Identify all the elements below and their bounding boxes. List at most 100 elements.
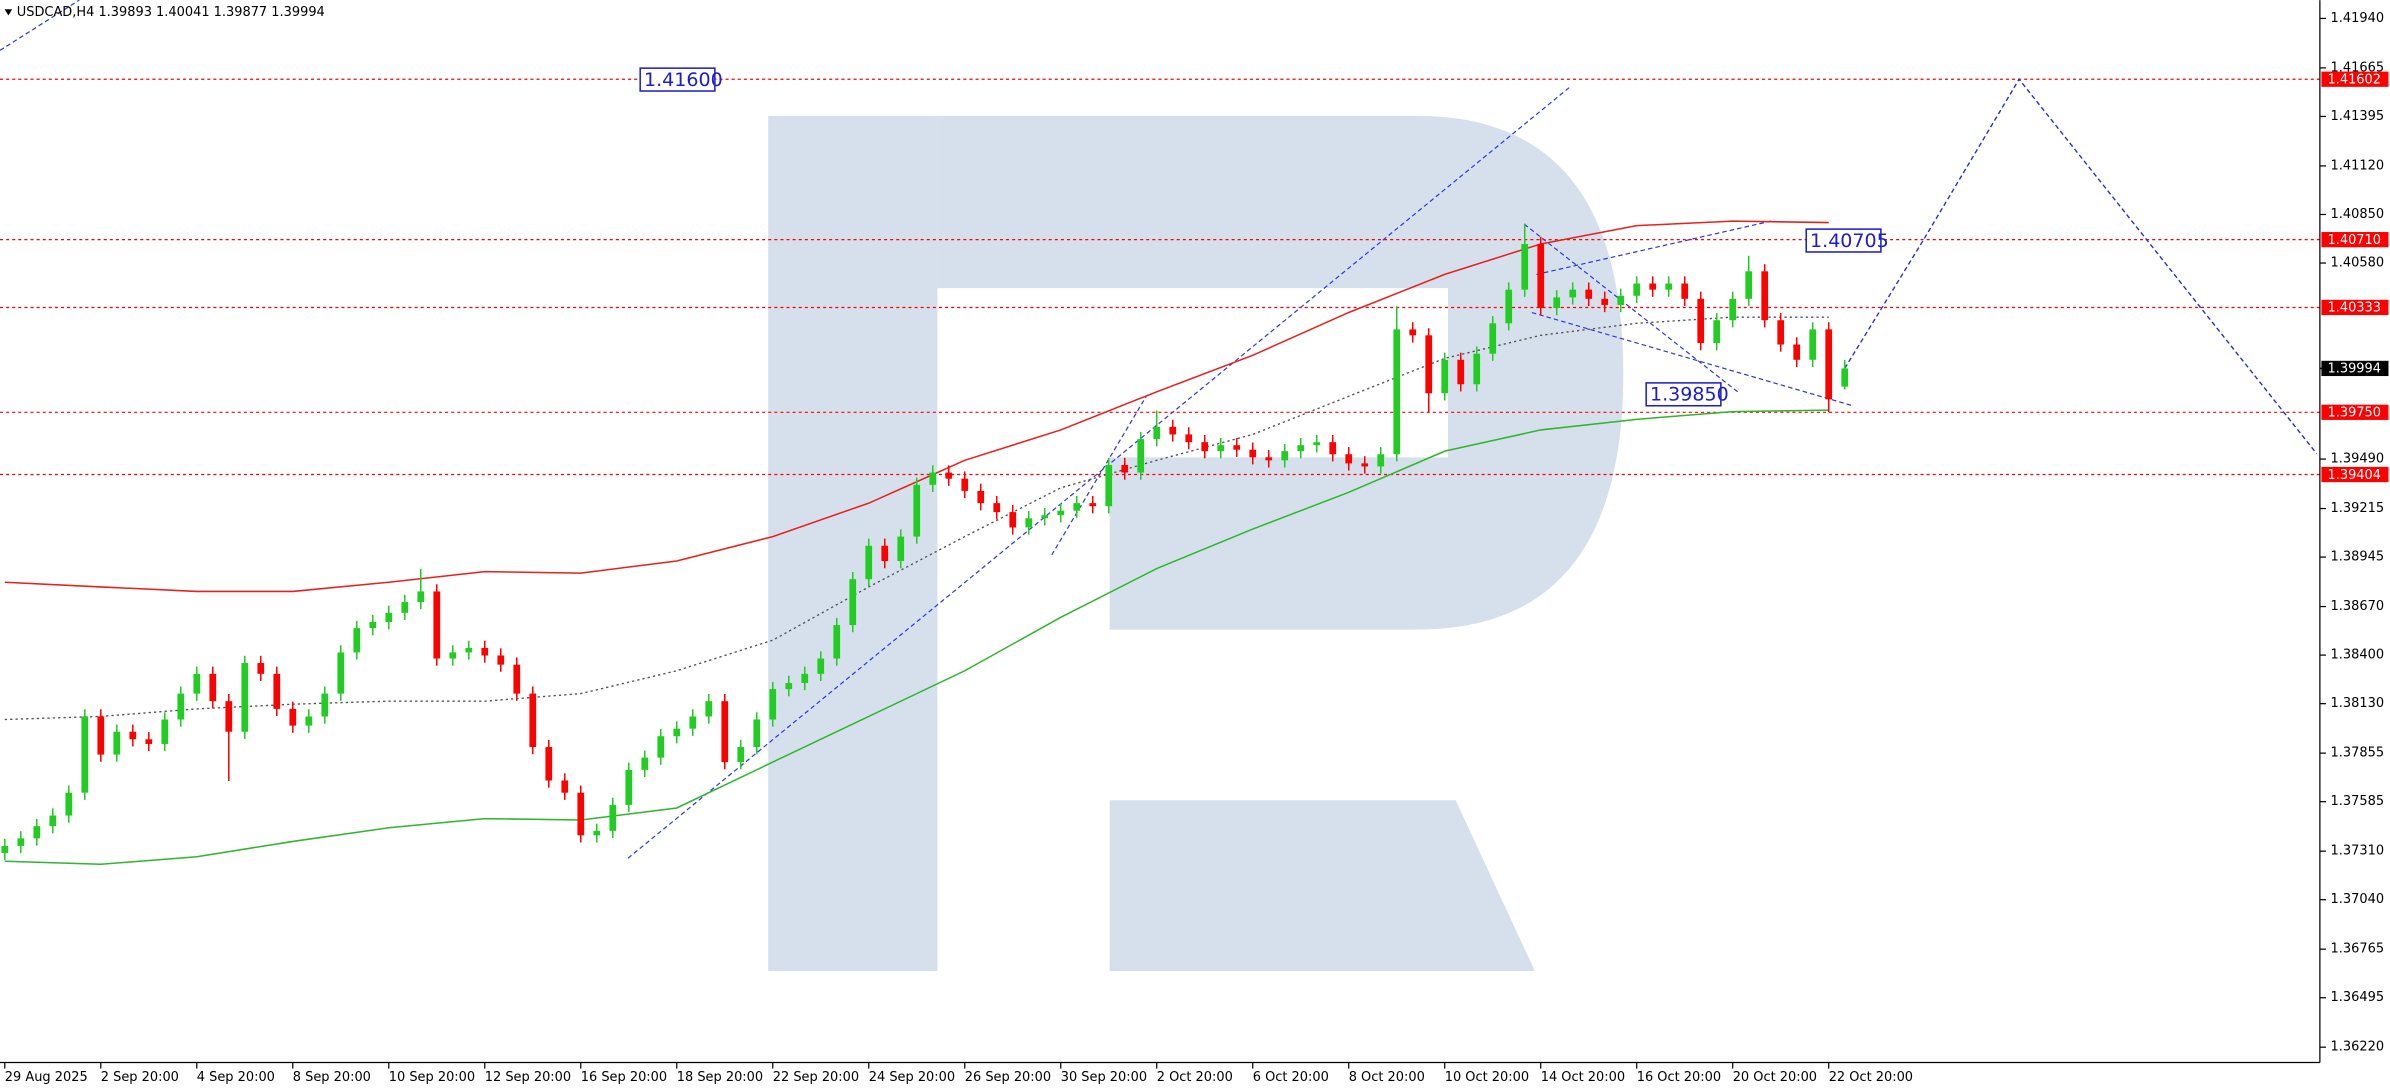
current-price-label: 1.39994 bbox=[2328, 362, 2382, 377]
y-tick-label: 1.36495 bbox=[2331, 990, 2385, 1005]
candle-body bbox=[1361, 463, 1369, 467]
candle-body bbox=[1729, 298, 1737, 321]
candle-body bbox=[561, 780, 569, 793]
candle-body bbox=[1457, 359, 1465, 385]
candle-body bbox=[401, 602, 409, 613]
candle-body bbox=[1105, 465, 1113, 507]
candle-body bbox=[609, 804, 617, 831]
candle-body bbox=[1089, 503, 1097, 507]
candle-body bbox=[257, 663, 265, 674]
candle-body bbox=[1809, 329, 1817, 360]
candle-body bbox=[449, 652, 457, 659]
candle-body bbox=[1233, 445, 1241, 450]
candle-body bbox=[673, 728, 681, 737]
y-tick-label: 1.38130 bbox=[2331, 696, 2385, 711]
watermark-leg bbox=[1109, 800, 1535, 972]
y-tick-label: 1.40850 bbox=[2331, 207, 2385, 222]
candle-body bbox=[1601, 298, 1609, 305]
annotation-label: 1.39850 bbox=[1650, 384, 1729, 406]
candle-body bbox=[17, 838, 25, 846]
candle-body bbox=[273, 673, 281, 709]
candle-body bbox=[577, 792, 585, 836]
trend-line bbox=[1531, 311, 1853, 407]
candle-body bbox=[737, 747, 745, 763]
candle-body bbox=[465, 647, 473, 653]
x-tick-label: 22 Sep 20:00 bbox=[773, 1070, 859, 1085]
candle-body bbox=[1841, 368, 1849, 387]
candle-body bbox=[337, 652, 345, 694]
y-tick-label: 1.38670 bbox=[2331, 599, 2385, 614]
candle-body bbox=[961, 478, 969, 491]
candle-body bbox=[849, 579, 857, 626]
level-label: 1.39750 bbox=[2328, 406, 2382, 421]
candle-body bbox=[1345, 454, 1353, 464]
x-tick-label: 8 Sep 20:00 bbox=[293, 1070, 371, 1085]
candle-body bbox=[385, 612, 393, 623]
y-tick-label: 1.41395 bbox=[2331, 109, 2385, 124]
y-tick-label: 1.38945 bbox=[2331, 550, 2385, 565]
candle-body bbox=[817, 658, 825, 674]
candle-body bbox=[913, 484, 921, 537]
y-tick-label: 1.40580 bbox=[2331, 256, 2385, 271]
candle-body bbox=[417, 591, 425, 603]
candle-body bbox=[1137, 439, 1145, 473]
candle-body bbox=[785, 682, 793, 690]
level-label-box bbox=[2321, 232, 2389, 248]
candle-body bbox=[705, 701, 713, 717]
x-tick-label: 24 Sep 20:00 bbox=[869, 1070, 955, 1085]
candle-body bbox=[1201, 442, 1209, 452]
level-label-box bbox=[2321, 404, 2389, 420]
candle-body bbox=[1761, 271, 1769, 321]
candle-body bbox=[545, 747, 553, 781]
candle-body bbox=[1, 845, 9, 853]
candle-body bbox=[1425, 335, 1433, 394]
level-label-box bbox=[2321, 71, 2389, 87]
candle-body bbox=[193, 673, 201, 694]
y-tick-label: 1.37855 bbox=[2331, 746, 2385, 761]
x-tick-label: 18 Sep 20:00 bbox=[677, 1070, 763, 1085]
candle-body bbox=[353, 628, 361, 653]
annotation-box bbox=[1645, 382, 1722, 407]
x-tick-label: 22 Oct 20:00 bbox=[1829, 1070, 1913, 1085]
candle-body bbox=[833, 625, 841, 659]
candle-body bbox=[1505, 289, 1513, 324]
candle-body bbox=[289, 708, 297, 726]
candle-body bbox=[1681, 283, 1689, 299]
trend-line bbox=[1051, 396, 1147, 556]
candle-body bbox=[481, 647, 489, 656]
candle-body bbox=[1745, 271, 1753, 299]
candle-body bbox=[497, 655, 505, 665]
x-tick-label: 16 Oct 20:00 bbox=[1637, 1070, 1721, 1085]
candle-body bbox=[1249, 449, 1257, 458]
candle-body bbox=[113, 731, 121, 755]
candle-body bbox=[225, 701, 233, 732]
candle-body bbox=[1825, 329, 1833, 400]
x-tick-label: 20 Oct 20:00 bbox=[1733, 1070, 1817, 1085]
candle-body bbox=[593, 830, 601, 836]
candle-body bbox=[929, 472, 937, 485]
x-tick-label: 2 Sep 20:00 bbox=[101, 1070, 179, 1085]
y-tick-label: 1.37310 bbox=[2331, 844, 2385, 859]
candle-body bbox=[1393, 329, 1401, 455]
trend-lines bbox=[0, 0, 1853, 859]
trend-line bbox=[1536, 220, 1772, 276]
candle-body bbox=[977, 490, 985, 504]
candle-body bbox=[369, 622, 377, 629]
candle-body bbox=[433, 591, 441, 659]
candle-body bbox=[1569, 289, 1577, 298]
x-tick-label: 16 Sep 20:00 bbox=[581, 1070, 667, 1085]
y-tick-label: 1.37585 bbox=[2331, 794, 2385, 809]
candle-body bbox=[65, 792, 73, 816]
level-label: 1.40333 bbox=[2328, 301, 2382, 316]
candle-body bbox=[1409, 329, 1417, 336]
candle-body bbox=[81, 716, 89, 793]
candle-body bbox=[1489, 323, 1497, 354]
candle-body bbox=[1297, 445, 1305, 452]
candle-body bbox=[305, 716, 313, 726]
level-label-box bbox=[2321, 466, 2389, 483]
candle-body bbox=[1793, 344, 1801, 360]
candle-body bbox=[657, 736, 665, 758]
watermark-bowl bbox=[937, 115, 1624, 630]
candle-body bbox=[1009, 512, 1017, 528]
